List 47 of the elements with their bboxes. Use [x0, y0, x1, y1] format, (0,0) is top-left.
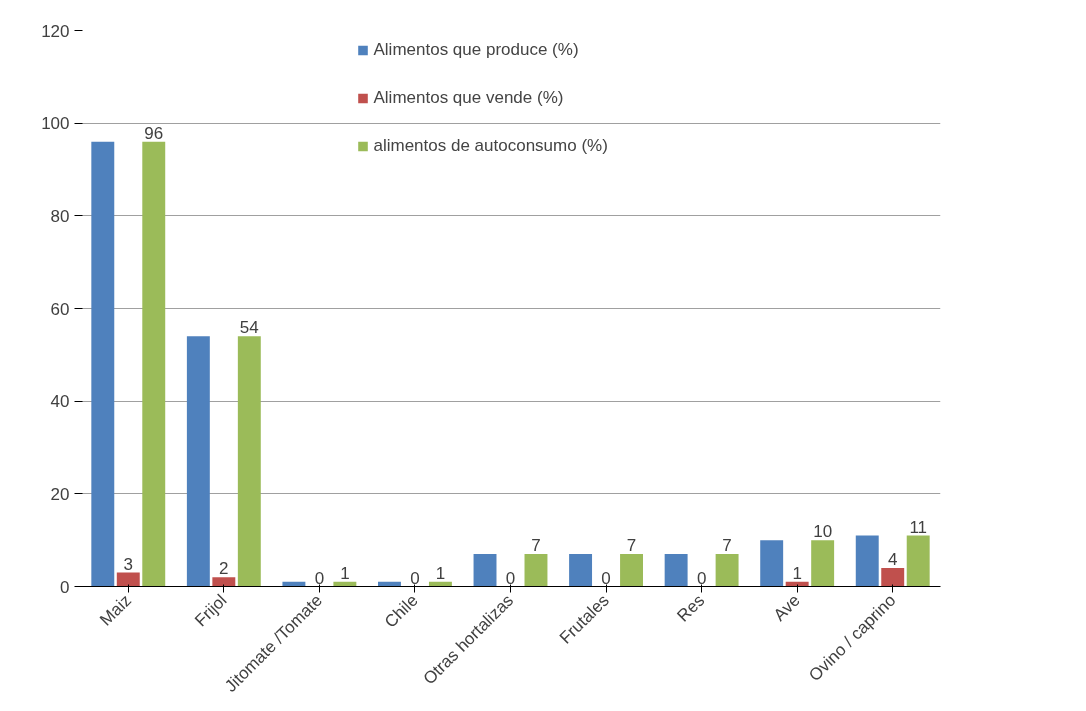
data-label: 2 [219, 559, 229, 579]
y-tick-label: 20 [50, 484, 70, 504]
bar [906, 535, 930, 587]
bar [811, 540, 835, 587]
data-label: 0 [696, 568, 707, 588]
data-label: 10 [813, 522, 833, 542]
data-label: 54 [239, 318, 259, 338]
data-label: 0 [410, 568, 420, 588]
data-label: 0 [314, 568, 325, 588]
bar [569, 554, 593, 587]
x-tick-label: Res [673, 590, 709, 626]
data-label: 1 [340, 563, 350, 583]
y-tick-label: 80 [50, 206, 70, 226]
bar [142, 141, 166, 587]
bar [664, 554, 688, 587]
data-label: 4 [887, 549, 898, 569]
x-tick-label: Ave [769, 590, 804, 625]
bar [620, 554, 643, 587]
bar [855, 535, 879, 587]
data-label: 7 [722, 536, 732, 556]
data-label: 1 [435, 563, 446, 583]
bar [212, 577, 236, 587]
legend-label: Alimentos que vende (%) [373, 88, 565, 108]
y-tick-label: 120 [41, 21, 70, 41]
bar [760, 540, 784, 587]
y-tick-label: 100 [41, 114, 70, 134]
data-label: 11 [909, 517, 928, 537]
data-label: 96 [144, 123, 164, 143]
bar [237, 336, 261, 587]
bar [473, 554, 497, 587]
data-label: 7 [531, 536, 541, 556]
bar [91, 141, 115, 587]
bar [116, 572, 140, 587]
y-tick-label: 40 [50, 392, 70, 412]
data-label: 3 [123, 554, 134, 574]
data-label: 0 [505, 568, 516, 588]
data-label: 7 [626, 536, 637, 556]
bar [524, 554, 548, 587]
y-tick-label: 60 [50, 299, 70, 319]
legend-label: alimentos de autoconsumo (%) [373, 136, 609, 156]
bar [186, 336, 210, 587]
bar [881, 567, 905, 587]
data-label: 1 [792, 563, 802, 583]
y-tick-label: 0 [60, 577, 70, 597]
legend-label: Alimentos que produce (%) [373, 40, 580, 60]
data-label: 0 [601, 568, 611, 588]
bar [715, 554, 739, 587]
